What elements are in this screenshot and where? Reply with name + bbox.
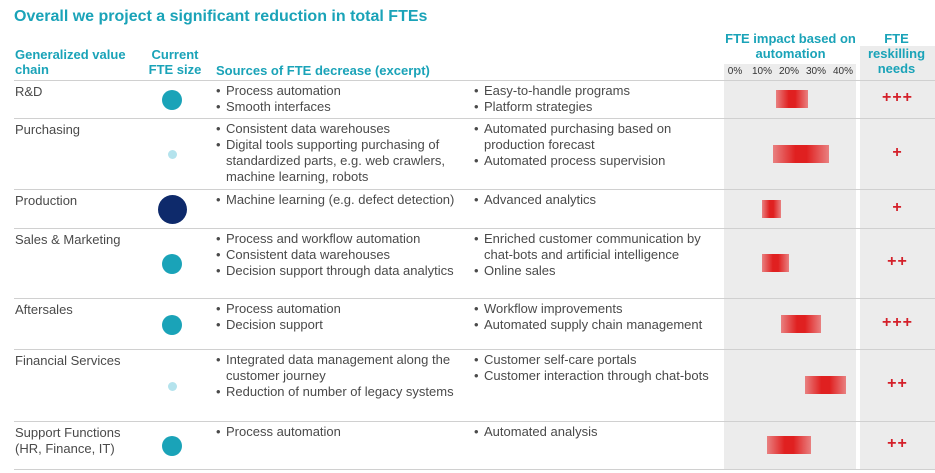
sources-list-right: Customer self-care portalsCustomer inter… [474,352,722,384]
table-row: Support Functions (HR, Finance, IT) Proce… [0,421,935,469]
reskilling-rating: ++ [887,435,908,452]
sources-list-left: Machine learning (e.g. defect detection) [216,192,466,208]
value-chain-name: Production [15,193,78,208]
sources-list-right: Automated analysis [474,424,722,440]
axis-tick: 20% [778,66,800,77]
impact-column-background [724,64,856,470]
value-chain-name: Aftersales [15,302,73,317]
row-divider [14,118,935,119]
fte-impact-bar [780,314,822,333]
source-item: Automated purchasing based on production… [474,121,722,153]
table-row: Aftersales Process automationDecision sup… [0,298,935,349]
source-item: Smooth interfaces [216,99,466,115]
axis-tick: 10% [751,66,773,77]
reskilling-rating: +++ [881,89,914,106]
header-sources: Sources of FTE decrease (excerpt) [216,63,430,78]
source-item: Online sales [474,263,722,279]
fte-impact-bar [772,144,830,163]
sources-list-right: Automated purchasing based on production… [474,121,722,169]
table-row: Production Machine learning (e.g. defect … [0,189,935,228]
table-row: R&DProcess automationSmooth interfacesEa… [0,80,935,118]
row-divider [14,228,935,229]
row-divider [14,469,935,470]
source-item: Digital tools supporting purchasing of s… [216,137,466,185]
source-item: Process automation [216,301,466,317]
source-item: Decision support [216,317,466,333]
fte-size-bubble [162,254,182,274]
source-item: Workflow improvements [474,301,722,317]
row-divider [14,349,935,350]
source-item: Process automation [216,424,466,440]
source-item: Decision support through data analytics [216,263,466,279]
sources-list-right: Advanced analytics [474,192,722,208]
sources-list-left: Integrated data management along the cus… [216,352,466,400]
axis-tick: 30% [805,66,827,77]
source-item: Process automation [216,83,466,99]
reskilling-rating: ++ [887,253,908,270]
source-item: Integrated data management along the cus… [216,352,466,384]
axis-tick: 40% [832,66,854,77]
header-reskilling: FTE reskilling needs [867,31,926,76]
reskilling-rating: + [892,198,903,216]
fte-size-bubble [162,314,182,335]
fte-impact-bar [767,436,811,454]
row-divider [14,80,935,81]
axis-tick: 0% [727,66,743,77]
reskilling-rating: + [892,143,903,161]
reskilling-rating: ++ [887,375,908,392]
source-item: Easy-to-handle programs [474,83,722,99]
row-divider [14,189,935,190]
source-item: Advanced analytics [474,192,722,208]
value-chain-name: Support Functions (HR, Finance, IT) [15,425,121,456]
row-divider [14,421,935,422]
page-title: Overall we project a significant reducti… [14,8,428,25]
value-chain-name: Purchasing [15,122,81,137]
fte-size-bubble [162,90,182,110]
source-item: Machine learning (e.g. defect detection) [216,192,466,208]
reskilling-rating: +++ [881,313,914,331]
source-item: Automated supply chain management [474,317,722,333]
source-item: Automated process supervision [474,153,722,169]
fte-size-bubble [162,436,182,456]
sources-list-right: Enriched customer communication by chat-… [474,231,722,279]
source-item: Consistent data warehouses [216,247,466,263]
fte-size-bubble [167,150,177,159]
header-value-chain: Generalized value chain [15,47,126,77]
fte-impact-bar [762,254,789,272]
table-row: Financial Services Integrated data manage… [0,349,935,421]
source-item: Process and workflow automation [216,231,466,247]
header-fte-impact: FTE impact based on automation [725,31,856,61]
value-chain-name: R&D [15,84,43,99]
sources-list-right: Easy-to-handle programsPlatform strategi… [474,83,722,115]
reskill-column-background [860,46,935,470]
value-chain-name: Sales & Marketing [15,232,121,247]
source-item: Customer self-care portals [474,352,722,368]
fte-impact-bar [775,90,808,108]
impact-axis: 0% 10% 20% 30% 40% [724,66,856,80]
fte-impact-bar [762,199,781,218]
source-item: Customer interaction through chat-bots [474,368,722,384]
header-fte-size: Current FTE size [148,47,202,77]
source-item: Platform strategies [474,99,722,115]
value-chain-name: Financial Services [15,353,121,368]
fte-impact-bar [805,376,846,394]
source-item: Enriched customer communication by chat-… [474,231,722,263]
source-item: Reduction of number of legacy systems [216,384,466,400]
source-item: Automated analysis [474,424,722,440]
source-item: Consistent data warehouses [216,121,466,137]
row-divider [14,298,935,299]
sources-list-right: Workflow improvementsAutomated supply ch… [474,301,722,333]
sources-list-left: Process automationSmooth interfaces [216,83,466,115]
fte-size-bubble [157,195,187,224]
sources-list-left: Consistent data warehousesDigital tools … [216,121,466,185]
sources-list-left: Process automationDecision support [216,301,466,333]
fte-size-bubble [167,381,177,391]
sources-list-left: Process and workflow automationConsisten… [216,231,466,279]
sources-list-left: Process automation [216,424,466,440]
table-row: Sales & Marketing Process and workflow au… [0,228,935,298]
table-row: Purchasing Consistent data warehousesDigi… [0,118,935,189]
